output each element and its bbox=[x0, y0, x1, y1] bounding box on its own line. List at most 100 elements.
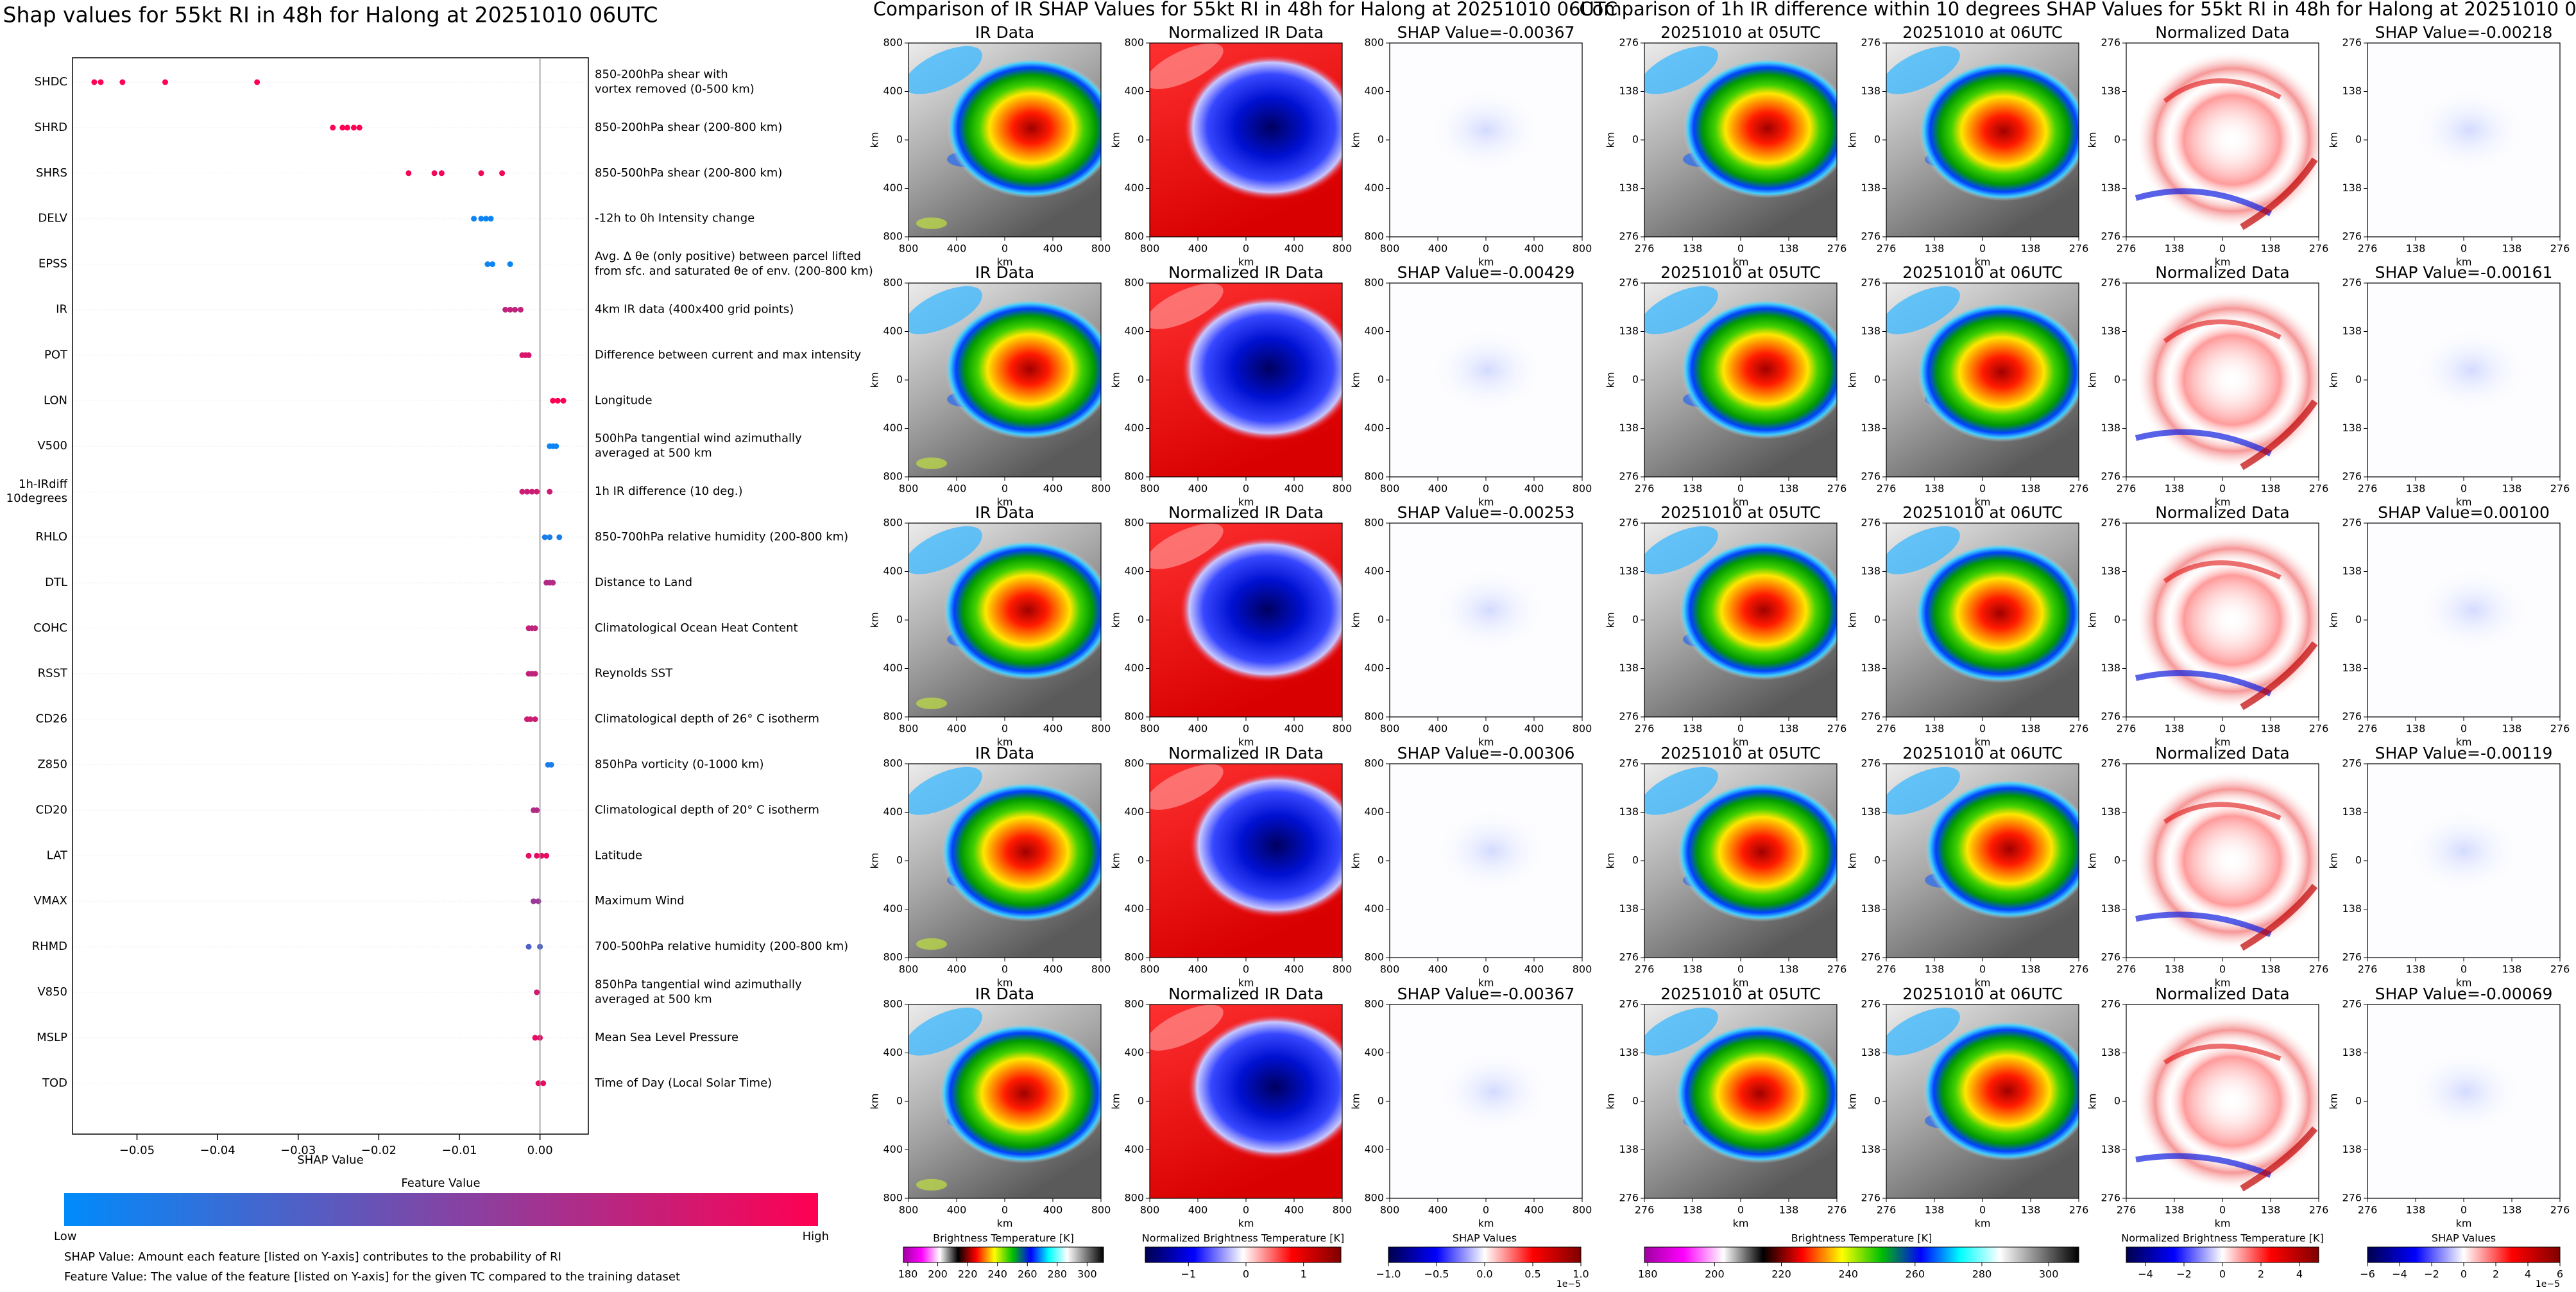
colorbar-tick-label: 300 bbox=[1077, 1268, 1097, 1280]
x-tick-label: −0.05 bbox=[119, 1144, 155, 1157]
colorbar-tick-label: 4 bbox=[2296, 1268, 2303, 1280]
y-tick-label: 400 bbox=[1364, 1046, 1384, 1058]
x-tick-label: 138 bbox=[2165, 963, 2185, 976]
x-tick-label: 400 bbox=[1043, 1204, 1063, 1216]
x-tick-label: 138 bbox=[2261, 483, 2281, 495]
x-tick-label: 138 bbox=[2021, 723, 2041, 735]
cloud-patch bbox=[916, 457, 947, 469]
y-tick-label: 800 bbox=[883, 230, 903, 243]
y-tick-label: 276 bbox=[1619, 37, 1639, 49]
feature-description: 850-200hPa shear with bbox=[595, 68, 728, 82]
cloud-band bbox=[908, 286, 982, 334]
diff-streak bbox=[2240, 399, 2318, 470]
y-tick-label: 276 bbox=[2101, 998, 2120, 1010]
y-tick-label: 276 bbox=[2342, 998, 2362, 1010]
storm bbox=[1677, 782, 1837, 922]
shap-point bbox=[405, 170, 412, 177]
y-tick-label: 138 bbox=[2101, 325, 2120, 337]
y-tick-label: 800 bbox=[1124, 711, 1144, 723]
y-axis-label: km bbox=[1605, 1094, 1617, 1110]
cloud-band bbox=[908, 1007, 982, 1056]
x-tick-label: 800 bbox=[1091, 483, 1111, 495]
panel-image bbox=[2126, 43, 2319, 237]
panel-title: Normalized IR Data bbox=[1168, 23, 1324, 42]
shap-point bbox=[162, 79, 168, 85]
x-tick-label: 276 bbox=[1827, 243, 1847, 255]
x-axis-label: km bbox=[1975, 977, 1991, 989]
x-tick-label: 400 bbox=[1428, 1204, 1448, 1216]
panel-image bbox=[2367, 764, 2560, 958]
y-tick-label: 138 bbox=[2101, 662, 2120, 674]
x-tick-label: 276 bbox=[1635, 1204, 1655, 1216]
shap-point bbox=[525, 352, 532, 358]
y-tick-label: 138 bbox=[1861, 805, 1881, 818]
x-tick-label: 400 bbox=[947, 1204, 967, 1216]
colorbar-label: Brightness Temperature [K] bbox=[933, 1232, 1074, 1245]
feature-description: Difference between current and max inten… bbox=[595, 348, 862, 361]
y-tick-label: 800 bbox=[1124, 470, 1144, 483]
y-tick-label: 400 bbox=[1124, 1143, 1144, 1155]
diff-streak bbox=[2163, 1044, 2282, 1065]
storm bbox=[1182, 53, 1342, 202]
shap-point bbox=[547, 488, 553, 495]
storm bbox=[1679, 540, 1837, 680]
y-tick-label: 276 bbox=[2101, 517, 2120, 529]
x-axis-label: km bbox=[2456, 496, 2472, 508]
cloud-band bbox=[908, 46, 982, 94]
y-tick-label: 138 bbox=[2101, 1143, 2120, 1155]
y-tick-label: 400 bbox=[1124, 182, 1144, 194]
shap-point bbox=[553, 443, 559, 449]
colorbar-tick-label: 220 bbox=[1771, 1268, 1791, 1280]
panel-image bbox=[2126, 283, 2319, 477]
y-tick-label: 276 bbox=[1619, 711, 1639, 723]
x-tick-label: 276 bbox=[1635, 483, 1655, 495]
x-tick-label: 276 bbox=[1635, 723, 1655, 735]
storm bbox=[1675, 1024, 1837, 1164]
feature-label: LAT bbox=[47, 848, 68, 862]
y-tick-label: 138 bbox=[1861, 1143, 1881, 1155]
colorbar-tick-label: −2 bbox=[2176, 1268, 2192, 1280]
storm bbox=[1186, 1013, 1342, 1161]
shap-point bbox=[519, 488, 525, 495]
x-tick-label: 276 bbox=[1877, 1204, 1897, 1216]
feature-label: IR bbox=[56, 303, 67, 316]
y-tick-label: 400 bbox=[1124, 805, 1144, 818]
colorbar-offset: 1e−5 bbox=[1557, 1279, 1581, 1289]
x-axis-label: km bbox=[997, 1218, 1013, 1230]
colorbar-tick-label: 200 bbox=[1705, 1268, 1725, 1280]
panel-title: SHAP Value=-0.00218 bbox=[2375, 23, 2553, 42]
colorbar-high: High bbox=[803, 1230, 829, 1243]
shap-blob bbox=[1430, 327, 1546, 413]
x-tick-label: 138 bbox=[2021, 243, 2041, 255]
colorbar-label: SHAP Values bbox=[1453, 1232, 1517, 1245]
colorbar-tick-label: 0.0 bbox=[1476, 1268, 1492, 1280]
x-tick-label: 276 bbox=[2550, 483, 2570, 495]
x-tick-label: 400 bbox=[1188, 483, 1208, 495]
feature-label: SHRS bbox=[36, 166, 67, 180]
cloud-band bbox=[1644, 46, 1718, 94]
y-tick-label: 276 bbox=[2101, 37, 2120, 49]
y-tick-label: 276 bbox=[2342, 470, 2362, 483]
x-tick-label: 0 bbox=[1243, 723, 1249, 735]
feature-description: from sfc. and saturated θe of env. (200-… bbox=[595, 264, 873, 278]
storm bbox=[947, 58, 1101, 198]
x-tick-label: 138 bbox=[2502, 723, 2522, 735]
x-tick-label: 0 bbox=[1483, 723, 1489, 735]
colorbar-tick-label: 280 bbox=[1048, 1268, 1068, 1280]
x-tick-label: 138 bbox=[2502, 1204, 2522, 1216]
feature-description: Climatological depth of 26° C isotherm bbox=[595, 712, 819, 726]
y-tick-label: 0 bbox=[1138, 1095, 1144, 1107]
x-tick-label: 138 bbox=[1683, 483, 1703, 495]
shap-point bbox=[534, 852, 540, 859]
y-tick-label: 276 bbox=[1619, 757, 1639, 770]
x-tick-label: 138 bbox=[1683, 1204, 1703, 1216]
x-tick-label: 138 bbox=[2021, 1204, 2041, 1216]
shap-point bbox=[534, 989, 540, 995]
y-tick-label: 0 bbox=[2355, 614, 2362, 626]
x-tick-label: 400 bbox=[1428, 963, 1448, 976]
panel-title: Normalized IR Data bbox=[1168, 503, 1324, 522]
y-tick-label: 800 bbox=[883, 757, 903, 770]
shap-point bbox=[532, 625, 538, 632]
y-axis-label: km bbox=[2328, 1094, 2340, 1110]
panel-title: Normalized IR Data bbox=[1168, 985, 1324, 1003]
